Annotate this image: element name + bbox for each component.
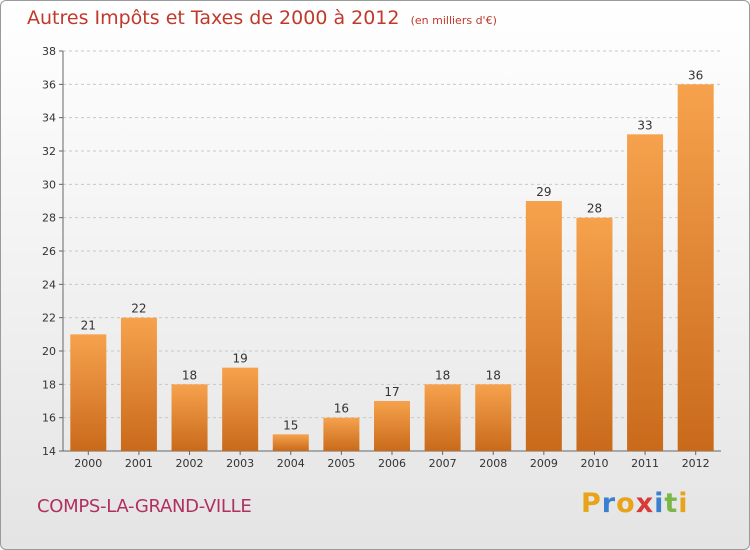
data-label: 36 [688, 68, 703, 82]
y-tick-label: 34 [42, 112, 56, 125]
logo-letter: i [654, 488, 665, 519]
logo-letter: P [581, 488, 602, 519]
data-label: 29 [536, 185, 551, 199]
commune-name: COMPS-LA-GRAND-VILLE [37, 496, 252, 517]
data-label: 16 [334, 402, 349, 416]
bar [677, 84, 714, 451]
bar [475, 384, 512, 451]
x-tick-label: 2004 [277, 457, 305, 470]
bar [323, 417, 360, 451]
y-tick-label: 30 [42, 178, 56, 191]
data-label: 18 [182, 368, 197, 382]
bars [70, 84, 714, 452]
bar [120, 317, 157, 451]
chart-title-text: Autres Impôts et Taxes de 2000 à 2012 [27, 7, 400, 29]
x-tick-label: 2011 [631, 457, 659, 470]
logo-letter: i [678, 488, 689, 519]
data-label: 18 [435, 368, 450, 382]
data-label: 28 [587, 202, 602, 216]
data-label: 18 [486, 368, 501, 382]
x-tick-label: 2007 [429, 457, 457, 470]
logo-letter: t [664, 488, 679, 519]
x-tick-label: 2012 [682, 457, 710, 470]
y-tick-label: 26 [42, 245, 56, 258]
bar [272, 434, 309, 451]
bar [424, 384, 461, 451]
logo-letter: o [616, 488, 636, 519]
chart-title: Autres Impôts et Taxes de 2000 à 2012 (e… [27, 7, 497, 29]
y-tick-label: 22 [42, 312, 56, 325]
x-tick-label: 2006 [378, 457, 406, 470]
data-label: 15 [283, 418, 298, 432]
y-tick-label: 20 [42, 345, 56, 358]
bar [525, 201, 562, 451]
data-label: 17 [384, 385, 399, 399]
bar [627, 134, 664, 452]
x-tick-label: 2000 [74, 457, 102, 470]
x-tick-label: 2010 [580, 457, 608, 470]
bar [70, 334, 107, 451]
y-tick-label: 36 [42, 78, 56, 91]
data-label: 19 [233, 352, 248, 366]
y-tick-label: 14 [42, 445, 56, 458]
logo-letter: r [601, 488, 617, 519]
data-label: 33 [637, 118, 652, 132]
data-label: 22 [131, 302, 146, 316]
y-tick-label: 16 [42, 412, 56, 425]
x-tick-label: 2009 [530, 457, 558, 470]
chart-unit: (en milliers d'€) [410, 14, 497, 27]
labels: 14 16 18 20 22 24 26 28 30 32 34 36 38 21 2000 22 2001 18… [42, 45, 710, 470]
logo-letter: x [635, 488, 655, 519]
y-tick-label: 38 [42, 45, 56, 58]
x-tick-label: 2008 [479, 457, 507, 470]
bar [374, 401, 410, 451]
y-tick-label: 18 [42, 378, 56, 391]
bar [576, 217, 613, 451]
y-tick-label: 32 [42, 145, 56, 158]
x-tick-label: 2005 [327, 457, 355, 470]
bar [171, 384, 208, 451]
x-tick-label: 2002 [176, 457, 204, 470]
y-tick-label: 24 [42, 278, 56, 291]
data-label: 21 [81, 318, 96, 332]
x-tick-label: 2001 [125, 457, 153, 470]
y-tick-label: 28 [42, 212, 56, 225]
proxiti-logo: Proxiti [581, 488, 689, 519]
bar [222, 367, 259, 451]
x-tick-label: 2003 [226, 457, 254, 470]
